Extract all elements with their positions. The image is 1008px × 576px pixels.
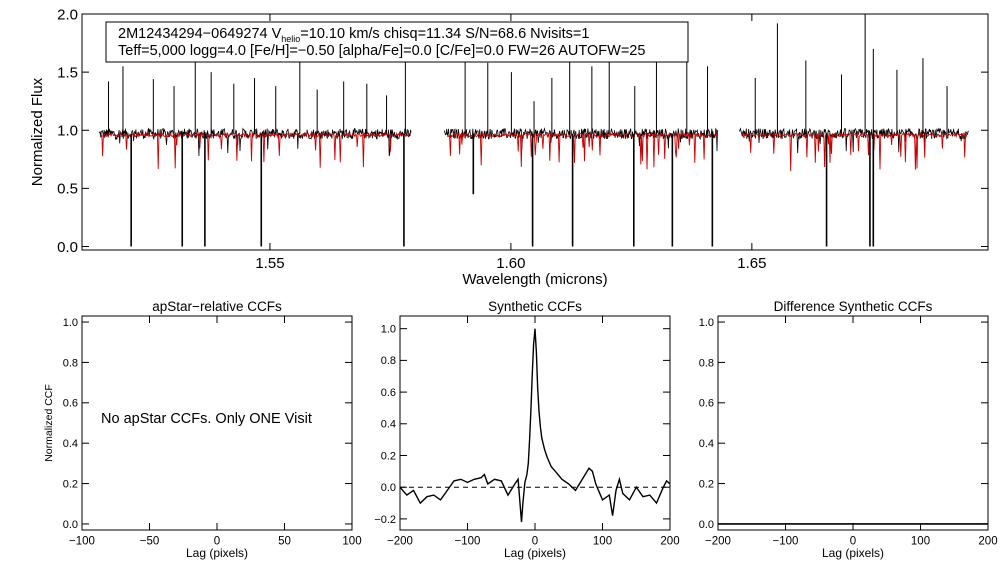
difference-ccf-ticks: −200 −100 0 100 200 0.0 0.2 0.4 0.6 0.8 1.0	[699, 316, 998, 548]
y-tick-label: 0.0	[699, 519, 714, 531]
y-tick-label: 0.0	[63, 519, 78, 531]
x-tick-label: −100	[69, 536, 95, 548]
synthetic-ccf-line	[399, 328, 671, 523]
info-line-1-start: 2M12434294−0649274 V	[118, 26, 282, 42]
apstar-ccf-ticks: −100 −50 0 50 100 0.0 0.2 0.4 0.6 0.8 1.0	[63, 316, 362, 548]
y-tick-label: 0.6	[381, 387, 396, 399]
spectrum-frame	[81, 13, 989, 251]
spectrum-y-axis-label: Normalized Flux	[29, 77, 46, 186]
x-tick-label: 1.60	[496, 255, 525, 272]
y-tick-label: 0.0	[381, 482, 396, 494]
y-tick-label: 0.6	[63, 398, 78, 410]
y-tick-label: 0.2	[699, 478, 714, 490]
x-tick-label: −200	[705, 536, 731, 548]
x-tick-label: 200	[660, 536, 679, 548]
model-spectrum-segment	[447, 131, 718, 170]
y-tick-label: 0.8	[63, 357, 78, 369]
y-tick-label: 0.4	[699, 438, 714, 450]
y-tick-label: 0.8	[699, 357, 714, 369]
x-tick-label: −50	[140, 536, 160, 548]
x-tick-label: 0	[850, 536, 856, 548]
y-tick-label: 1.0	[57, 123, 78, 140]
y-tick-label: −0.2	[374, 514, 396, 526]
y-tick-label: 0.4	[63, 438, 78, 450]
apstar-ccf-panel: apStar−relative CCFs −100 −50 0 50 100 0.0 0.2…	[43, 299, 362, 560]
difference-ccf-frame	[717, 315, 989, 531]
spectrum-x-axis-label: Wavelength (microns)	[462, 271, 607, 288]
y-tick-label: 2.0	[57, 6, 78, 23]
apstar-ccf-annotation: No apStar CCFs. Only ONE Visit	[101, 411, 312, 427]
x-tick-label: 100	[911, 536, 930, 548]
difference-ccf-x-axis-label: Lag (pixels)	[822, 546, 884, 560]
x-tick-label: 200	[978, 536, 997, 548]
spectrum-plot	[98, 14, 969, 247]
spectrum-ticks: 1.55 1.60 1.65 0.0 0.5 1.0 1.5 2.0	[57, 6, 988, 272]
synthetic-ccf-x-axis-label: Lag (pixels)	[504, 546, 566, 560]
y-tick-label: 1.5	[57, 64, 78, 81]
y-tick-label: 0.5	[57, 181, 78, 198]
synthetic-ccf-plot	[399, 328, 671, 523]
x-tick-label: 0	[214, 536, 220, 548]
difference-ccf-panel: Difference Synthetic CCFs −200 −100 0 100 20…	[699, 299, 998, 560]
x-tick-label: 100	[593, 536, 612, 548]
y-tick-label: 0.6	[699, 398, 714, 410]
y-tick-label: 0.4	[381, 419, 396, 431]
x-tick-label: −200	[387, 536, 413, 548]
synthetic-ccf-ticks: −200 −100 0 100 200 −0.2 0.0 0.2 0.4 0.6 0.8 1.0	[374, 316, 680, 548]
x-tick-label: 1.55	[255, 255, 284, 272]
info-line-1: 2M12434294−0649274 Vhelio=10.10 km/s chi…	[118, 26, 589, 44]
spectrum-panel: 1.55 1.60 1.65 0.0 0.5 1.0 1.5 2.0 2M12434294−0…	[29, 6, 989, 288]
info-line-1-subscript: helio	[281, 34, 300, 44]
x-tick-label: −100	[773, 536, 799, 548]
y-tick-label: 0.2	[381, 450, 396, 462]
y-tick-label: 1.0	[381, 324, 396, 336]
apstar-ccf-x-axis-label: Lag (pixels)	[186, 546, 248, 560]
x-tick-label: −100	[455, 536, 481, 548]
y-tick-label: 1.0	[63, 317, 78, 329]
info-line-1-end: =10.10 km/s chisq=11.34 S/N=68.6 Nvisits…	[300, 26, 589, 42]
x-tick-label: 0	[532, 536, 538, 548]
y-tick-label: 0.8	[381, 355, 396, 367]
x-tick-label: 1.65	[737, 255, 766, 272]
spectrum-info-box: 2M12434294−0649274 Vhelio=10.10 km/s chi…	[105, 21, 689, 63]
apstar-ccf-y-axis-label: Normalized CCF	[43, 384, 55, 462]
difference-ccf-title: Difference Synthetic CCFs	[774, 299, 933, 314]
synthetic-ccf-frame	[399, 315, 671, 531]
synthetic-ccf-title: Synthetic CCFs	[488, 299, 582, 314]
y-tick-label: 0.2	[63, 478, 78, 490]
model-spectrum-segment	[741, 131, 969, 172]
synthetic-ccf-panel: Synthetic CCFs −200 −100 0 100 200 −0.2 0.0 0.2…	[374, 299, 679, 560]
y-tick-label: 1.0	[699, 317, 714, 329]
info-box-frame	[105, 21, 689, 63]
model-spectrum-segment	[99, 131, 410, 170]
x-tick-label: 50	[278, 536, 291, 548]
y-tick-label: 0.0	[57, 239, 78, 256]
info-line-2: Teff=5,000 logg=4.0 [Fe/H]=−0.50 [alpha/…	[118, 43, 645, 59]
x-tick-label: 100	[342, 536, 361, 548]
apstar-ccf-title: apStar−relative CCFs	[152, 299, 282, 314]
